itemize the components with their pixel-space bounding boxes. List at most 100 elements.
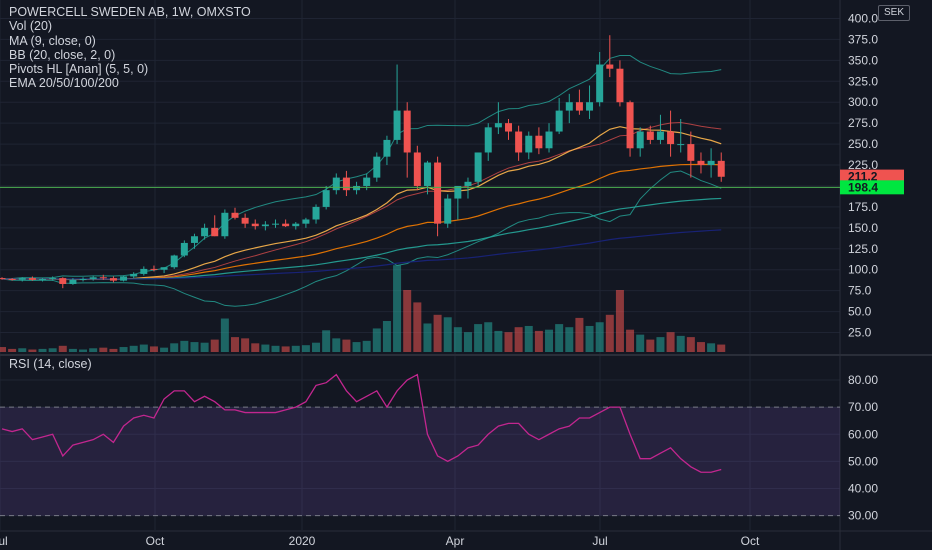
volume-bar: [79, 349, 88, 352]
indicator-vol[interactable]: Vol (20): [9, 19, 53, 34]
volume-bar: [514, 327, 523, 352]
volume-bar: [443, 317, 452, 352]
candle-body: [555, 110, 563, 132]
volume-bar: [453, 327, 462, 352]
candle-body: [626, 102, 634, 149]
volume-bar: [413, 302, 422, 352]
chart-legend: POWERCELL SWEDEN AB, 1W, OMXSTO Vol (20)…: [9, 5, 251, 91]
volume-bar: [301, 345, 310, 352]
price-tick-label: 75.0: [848, 284, 872, 298]
volume-bar: [89, 348, 98, 352]
time-tick-label: Oct: [146, 534, 165, 548]
indicator-bb[interactable]: BB (20, close, 2, 0): [9, 47, 116, 62]
volume-bar: [565, 327, 574, 352]
volume-bar: [322, 330, 331, 352]
volume-bar: [8, 348, 17, 352]
candle-body: [373, 156, 381, 178]
price-tick-label: 125.0: [848, 242, 878, 256]
candle-body: [525, 135, 533, 153]
candle-body: [484, 127, 492, 153]
candle-body: [292, 223, 300, 227]
time-tick-label: Jul: [0, 534, 8, 548]
volume-bar: [210, 339, 219, 352]
price-tick-label: 275.0: [848, 116, 878, 130]
price-tick-label: 50.0: [848, 305, 872, 319]
candle-body: [687, 144, 695, 161]
rsi-legend[interactable]: RSI (14, close): [9, 357, 92, 371]
candle-body: [363, 177, 371, 186]
candle-body: [717, 160, 725, 177]
candle-body: [99, 277, 107, 279]
volume-bar: [362, 340, 371, 352]
candle-body: [231, 212, 239, 218]
indicator-pivots[interactable]: Pivots HL [Anan] (5, 5, 0): [9, 62, 149, 77]
currency-badge[interactable]: SEK: [878, 5, 910, 21]
candle-body: [393, 110, 401, 140]
volume-bar: [626, 329, 635, 352]
volume-bar: [220, 318, 229, 352]
candle-body: [464, 181, 472, 186]
price-tick-label: 325.0: [848, 74, 878, 88]
price-tick-label: 150.0: [848, 221, 878, 235]
volume-bar: [149, 346, 158, 352]
volume-bar: [717, 344, 726, 352]
volume-bar: [676, 335, 685, 352]
candle-body: [130, 273, 138, 277]
volume-bar: [666, 332, 675, 352]
candle-body: [545, 131, 553, 149]
candle-body: [150, 268, 158, 270]
candle-body: [342, 177, 350, 191]
price-axis: 25.050.075.0100.0125.0150.0175.0200.0225…: [0, 11, 904, 548]
candle-body: [434, 162, 442, 224]
candle-body: [190, 236, 198, 243]
candle-body: [221, 212, 229, 237]
candle-body: [565, 102, 573, 111]
candle-body: [59, 278, 67, 284]
volume-bar: [200, 342, 209, 352]
volume-bar: [241, 338, 250, 352]
volume-bar: [605, 314, 614, 352]
price-tick-label: 175.0: [848, 200, 878, 214]
time-tick-label: Oct: [741, 534, 760, 548]
volume-bar: [646, 339, 655, 352]
price-tag-label: 198.4: [848, 180, 878, 194]
price-tick-label: 300.0: [848, 95, 878, 109]
volume-bar: [180, 340, 189, 352]
candle-body: [413, 152, 421, 186]
indicator-ema[interactable]: EMA 20/50/100/200: [9, 76, 119, 91]
candle-body: [606, 64, 614, 69]
candle-body: [383, 139, 391, 157]
volume-bar: [575, 317, 584, 352]
candle-body: [180, 242, 188, 256]
volume-bar: [463, 332, 472, 352]
rsi-tick-label: 70.00: [848, 400, 878, 414]
candle-body: [282, 223, 290, 227]
candle-body: [0, 278, 6, 280]
rsi-line: [1, 373, 722, 473]
rsi-tick-label: 30.00: [848, 509, 878, 523]
volume-bar: [545, 329, 554, 352]
rsi-band: [0, 407, 840, 516]
price-tick-label: 350.0: [848, 53, 878, 67]
volume-bar: [230, 337, 239, 352]
candle-body: [28, 278, 36, 280]
candle-body: [201, 227, 209, 237]
candle-body: [49, 278, 57, 280]
candle-body: [535, 135, 543, 149]
volume-bar: [271, 345, 280, 352]
candle-body: [241, 217, 249, 224]
volume-bars: [0, 265, 726, 352]
price-tick-label: 375.0: [848, 32, 878, 46]
candle-body: [697, 160, 705, 166]
volume-bar: [494, 330, 503, 352]
volume-bar: [190, 342, 199, 352]
candle-body: [312, 206, 320, 220]
volume-bar: [0, 347, 6, 352]
volume-bar: [312, 342, 321, 352]
volume-bar: [109, 348, 118, 352]
candle-body: [211, 227, 219, 237]
symbol-title: POWERCELL SWEDEN AB, 1W, OMXSTO: [9, 5, 251, 19]
candle-body: [353, 185, 361, 191]
indicator-ma[interactable]: MA (9, close, 0): [9, 33, 96, 48]
